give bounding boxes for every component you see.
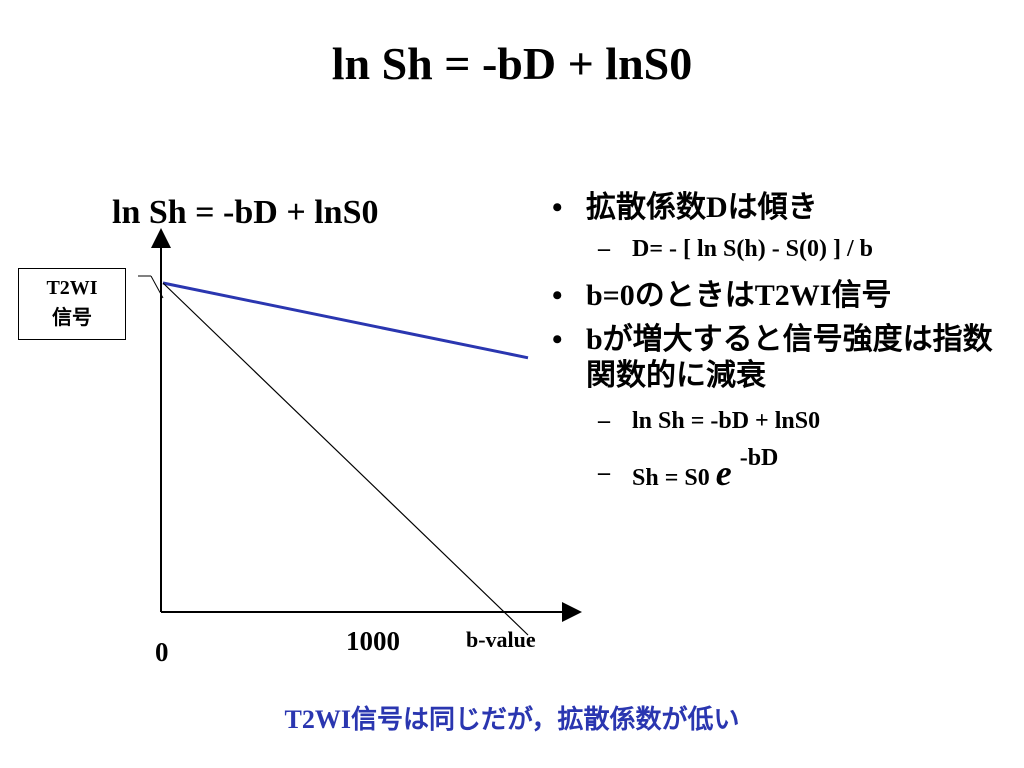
sub-bullet-dash: – <box>598 408 610 434</box>
callout-line-2: 信号 <box>52 307 92 329</box>
sub-bullet-exp-formula: – Sh = S0 e -bD <box>552 445 1002 493</box>
bullet-diffusion-slope: • 拡散係数Dは傾き <box>552 190 1002 226</box>
formula-exponent: -bD <box>739 445 779 471</box>
series-line-high-slope <box>162 282 529 636</box>
bullet-dot: • <box>552 323 563 356</box>
footer-note: T2WI信号は同じだが，拡散係数が低い <box>284 705 740 734</box>
sub-bullet-text: ln Sh = -bD + lnS0 <box>632 408 821 434</box>
t2wi-signal-callout: T2WI 信号 <box>18 268 126 340</box>
slide-title: ln Sh = -bD + lnS0 <box>331 38 693 89</box>
sub-bullet-ln-formula: – ln Sh = -bD + lnS0 <box>552 406 1002 436</box>
bullet-text: 拡散係数Dは傾き <box>586 191 818 224</box>
bullet-list: • 拡散係数Dは傾き – D= - [ ln S(h) - S(0) ] / b… <box>552 190 1002 507</box>
sub-bullet-dash: – <box>598 236 610 262</box>
x-tick-label-1000: 1000 <box>346 626 400 656</box>
callout-line-1: T2WI <box>46 277 98 299</box>
sub-bullet-dash: – <box>598 460 610 486</box>
callout-leader-diagonal <box>150 275 164 299</box>
bullet-exponential-decay: • bが増大すると信号強度は指数関数的に減衰 <box>552 322 1002 394</box>
bullet-b0-t2wi: • b=0のときはT2WI信号 <box>552 278 1002 314</box>
bullet-dot: • <box>552 191 563 224</box>
x-axis-label: b-value <box>466 627 536 652</box>
x-tick-label-0: 0 <box>155 637 169 667</box>
bullet-text: b=0のときはT2WI信号 <box>586 279 892 312</box>
sub-bullet-text: D= - [ ln S(h) - S(0) ] / b <box>632 236 874 262</box>
bullet-text: bが増大すると信号強度は指数関数的に減衰 <box>586 323 993 392</box>
bullet-dot: • <box>552 279 563 312</box>
sub-bullet-d-formula: – D= - [ ln S(h) - S(0) ] / b <box>552 234 1002 264</box>
euler-e: e <box>715 453 732 493</box>
formula-prefix: Sh = S0 <box>632 465 716 491</box>
series-line-low-slope <box>162 281 529 360</box>
chart-title: ln Sh = -bD + lnS0 <box>112 194 379 231</box>
